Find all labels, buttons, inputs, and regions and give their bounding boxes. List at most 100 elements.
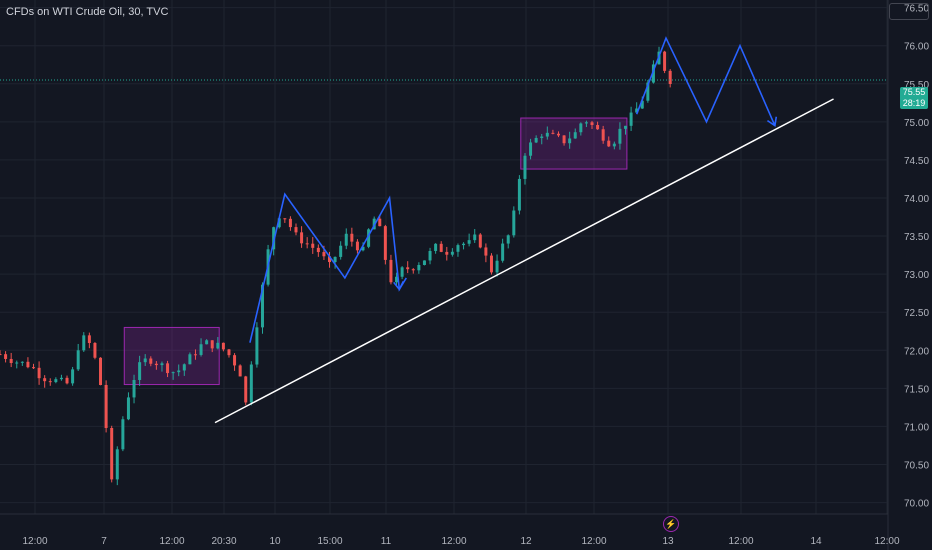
projection-arrow-head <box>766 116 778 128</box>
candle-body <box>640 100 644 109</box>
candle-body <box>434 243 438 251</box>
time-tick-label: 14 <box>810 536 822 547</box>
time-tick-label: 12:00 <box>728 536 753 547</box>
candle-body <box>54 379 58 383</box>
candle-body <box>37 367 41 379</box>
candle-body <box>143 358 147 363</box>
candle-body <box>462 243 466 246</box>
price-tick-label: 75.00 <box>904 118 929 129</box>
candle-body <box>612 143 616 147</box>
candle-body <box>551 132 555 134</box>
candle-body <box>523 155 527 179</box>
candle-body <box>255 327 259 365</box>
candle-body <box>512 210 516 236</box>
candle-body <box>568 138 572 144</box>
candle-body <box>484 247 488 256</box>
candle-body <box>316 247 320 253</box>
candle-body <box>115 449 119 480</box>
maximize-button[interactable] <box>889 3 929 20</box>
price-tick-label: 70.50 <box>904 461 929 472</box>
price-tick-label: 74.50 <box>904 156 929 167</box>
candle-body <box>15 362 19 364</box>
candle-body <box>428 250 432 261</box>
candle-body <box>82 335 86 351</box>
bar-countdown-label: 28:19 <box>902 98 926 108</box>
candle-body <box>104 385 108 428</box>
chart-title: CFDs on WTI Crude Oil, 30, TVC <box>6 6 169 18</box>
candle-body <box>596 125 600 130</box>
candle-body <box>110 427 114 480</box>
time-tick-label: 12:00 <box>874 536 899 547</box>
candle-body <box>221 342 225 350</box>
candle-body <box>584 122 588 124</box>
last-price-badge: 75.55 28:19 <box>900 87 928 109</box>
candle-body <box>199 344 203 355</box>
candle-body <box>249 364 253 403</box>
candle-body <box>361 246 365 251</box>
flash-icon[interactable]: ⚡ <box>663 516 679 532</box>
candle-body <box>646 82 650 101</box>
candle-body <box>422 260 426 265</box>
time-tick-label: 12:00 <box>441 536 466 547</box>
candle-body <box>624 125 628 129</box>
price-tick-label: 73.00 <box>904 270 929 281</box>
candle-body <box>93 342 97 358</box>
candle-body <box>601 129 605 141</box>
candle-body <box>450 251 454 255</box>
time-tick-label: 7 <box>101 536 107 547</box>
candle-body <box>618 128 622 144</box>
candle-body <box>663 51 667 71</box>
zigzag-projection-line <box>249 192 407 343</box>
candle-body <box>355 241 359 251</box>
candle-body <box>607 140 611 147</box>
candle-body <box>322 252 326 257</box>
candle-body <box>311 243 315 248</box>
time-tick-label: 11 <box>381 536 392 547</box>
candle-body <box>573 132 577 139</box>
time-tick-label: 12 <box>520 536 532 547</box>
candle-body <box>0 354 2 356</box>
price-tick-label: 76.50 <box>904 4 929 15</box>
candle-body <box>294 227 298 233</box>
price-tick-label: 72.00 <box>904 346 929 357</box>
candle-body <box>456 245 460 252</box>
candle-body <box>590 122 594 126</box>
time-tick-label: 12:00 <box>22 536 47 547</box>
candle-body <box>126 397 130 420</box>
candle-body <box>305 243 309 245</box>
candle-body <box>26 361 30 368</box>
candle-body <box>629 112 633 126</box>
candle-body <box>43 378 47 382</box>
price-tick-label: 75.50 <box>904 80 929 91</box>
time-tick-label: 10 <box>269 536 281 547</box>
candle-body <box>177 370 181 373</box>
price-tick-label: 76.00 <box>904 42 929 53</box>
candle-body <box>87 335 91 343</box>
candle-body <box>171 372 175 374</box>
candle-body <box>668 70 672 85</box>
candle-body <box>501 243 505 261</box>
candle-body <box>9 358 13 364</box>
price-tick-label: 71.00 <box>904 422 929 433</box>
candle-body <box>506 235 510 244</box>
price-tick-label: 72.50 <box>904 308 929 319</box>
candle-body <box>99 357 103 386</box>
candle-body <box>288 218 292 228</box>
candle-body <box>71 369 75 384</box>
candle-body <box>579 123 583 133</box>
candle-body <box>406 267 410 270</box>
candle-body <box>383 226 387 260</box>
price-tick-label: 70.00 <box>904 499 929 510</box>
candle-body <box>121 419 125 450</box>
candle-body <box>4 354 8 359</box>
candle-body <box>328 256 332 263</box>
candle-body <box>132 379 136 398</box>
candle-body <box>283 218 287 220</box>
candle-body <box>76 350 80 370</box>
candle-body <box>48 381 52 383</box>
candle-body <box>277 218 281 228</box>
candle-body <box>534 137 538 143</box>
candle-body <box>635 108 639 113</box>
